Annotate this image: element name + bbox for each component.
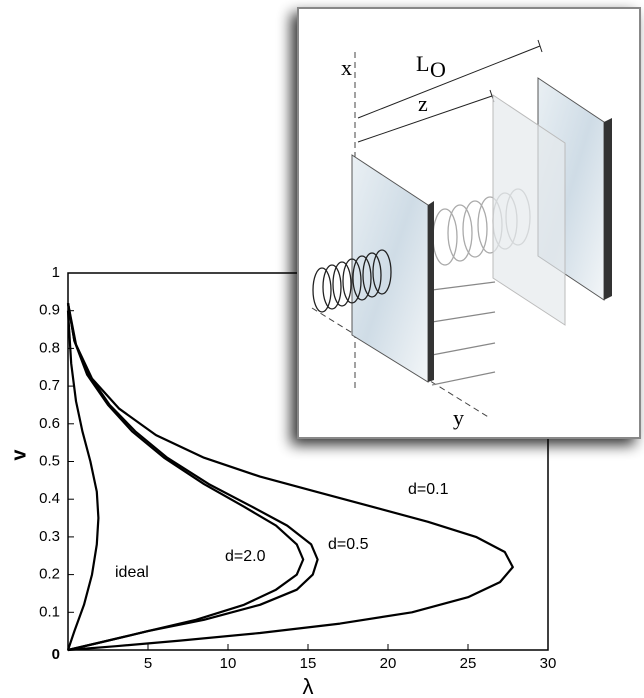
inset-label: x (341, 55, 352, 80)
x-axis-label: λ (303, 674, 314, 698)
curve-label: d=0.5 (328, 536, 369, 553)
x-tick-label: 5 (144, 655, 152, 672)
x-tick-label: 10 (220, 655, 237, 672)
curve-label: ideal (115, 564, 149, 581)
x-tick-label: 20 (380, 655, 397, 672)
inset-label: L (416, 51, 429, 76)
inset-label: O (430, 57, 446, 82)
y-tick-label: 0.4 (39, 490, 60, 507)
curve-label: d=2.0 (225, 548, 266, 565)
x-tick-label: 25 (460, 655, 477, 672)
y-axis-label: v (8, 449, 30, 461)
y-tick-label: 0.9 (39, 302, 60, 319)
x-tick-label: 30 (540, 655, 557, 672)
inset-label: y (453, 405, 464, 430)
curve-label: d=0.1 (408, 481, 449, 498)
y-tick-label: 0.5 (39, 452, 60, 469)
y-tick-label: 0.8 (39, 339, 60, 356)
y-tick-label: 0.3 (39, 528, 60, 545)
x-tick-label: 15 (300, 655, 317, 672)
y-tick-label: 0.2 (39, 566, 60, 583)
right-plate-edge (604, 118, 612, 300)
front-plate-edge (428, 201, 434, 382)
y-tick-label: 0.1 (39, 603, 60, 620)
inset: x L O z y (298, 8, 640, 438)
y-tick-label: 1 (52, 264, 60, 281)
y-tick-label: 0.7 (39, 377, 60, 394)
y-tick-label: 0.6 (39, 415, 60, 432)
inset-label: z (418, 91, 428, 116)
y-tick-label: 0 (52, 646, 60, 663)
figure: 00.10.20.30.40.50.60.70.80.9151015202530… (0, 0, 644, 698)
